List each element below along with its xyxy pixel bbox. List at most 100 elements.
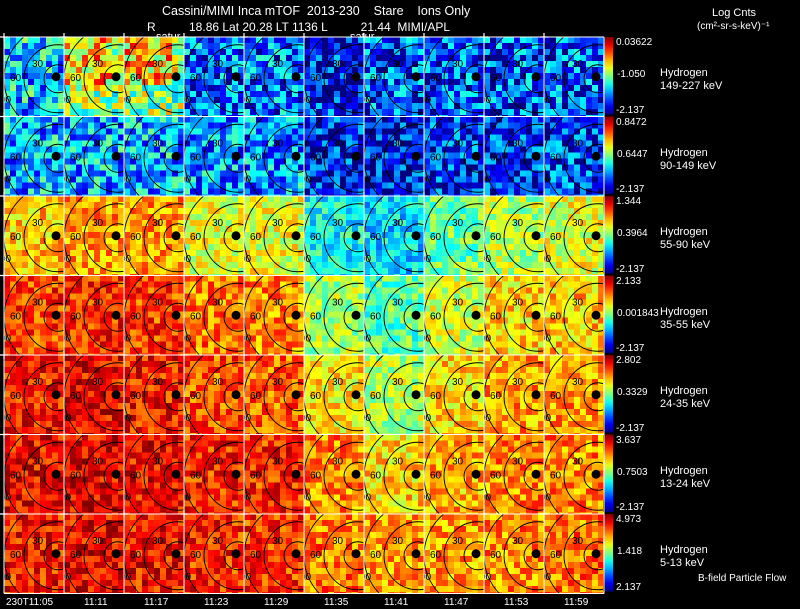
panel: 30 60 90 (240, 351, 304, 435)
contour-label: 30 (152, 297, 164, 308)
contour-label: 60 (130, 73, 142, 84)
contour-label: 90 (480, 174, 492, 185)
contour-label: 90 (480, 95, 492, 106)
contour-label: 90 (240, 254, 252, 265)
contour-label: 60 (190, 391, 202, 402)
colorbar-min: -2.137 (616, 184, 645, 195)
contour-label: 60 (190, 152, 202, 163)
panel: 30 60 90 (120, 112, 184, 196)
contour-label: 60 (430, 550, 442, 561)
panel: 30 60 90 (240, 33, 304, 117)
contour-label: 90 (120, 333, 132, 344)
contour-label: 30 (332, 456, 344, 467)
panel: 30 60 90 (300, 192, 364, 276)
panel: 30 60 90 (420, 271, 484, 355)
contour-label: 30 (332, 377, 344, 388)
contour-label: 60 (550, 550, 562, 561)
contour-label: 30 (332, 138, 344, 149)
panel: 30 60 90 (480, 351, 544, 435)
panel: 30 60 90 (480, 192, 544, 276)
contour-label: 60 (490, 232, 502, 243)
panel: 30 60 90 (480, 112, 544, 196)
contour-label: 60 (130, 311, 142, 322)
row-species: Hydrogen (660, 305, 708, 318)
contour-label: 90 (240, 174, 252, 185)
row-species: Hydrogen (660, 146, 708, 159)
contour-label: 90 (420, 572, 432, 583)
contour-label: 60 (190, 470, 202, 481)
contour-label: 90 (240, 333, 252, 344)
contour-label: 30 (572, 377, 584, 388)
panel: 30 60 90 (360, 271, 424, 355)
contour-label: 90 (540, 572, 552, 583)
contour-label: 60 (10, 470, 22, 481)
colorbar-min: -2.137 (616, 422, 645, 434)
contour-label: 90 (120, 492, 132, 503)
colorbar (603, 355, 613, 433)
contour-label: 30 (512, 377, 524, 388)
panel: 30 60 90 (0, 510, 64, 594)
contour-label: 30 (512, 59, 524, 70)
contour-label: 30 (572, 218, 584, 229)
panel: 30 60 90 (360, 510, 424, 594)
contour-label: 30 (272, 218, 284, 229)
row-species: Hydrogen (660, 385, 708, 397)
contour-label: 30 (392, 138, 404, 149)
contour-label: 90 (360, 333, 372, 344)
contour-label: 60 (370, 311, 382, 322)
panel: 30 60 90 (240, 430, 304, 514)
panel: 30 60 90 (60, 112, 124, 196)
contour-label: 30 (212, 456, 224, 467)
row-energy: 24-35 keV (660, 398, 711, 410)
panel: 30 60 90 (420, 510, 484, 594)
contour-label: 90 (300, 174, 312, 185)
contour-label: 30 (272, 377, 284, 388)
contour-label: 30 (152, 536, 164, 547)
panel: 30 60 90 (540, 33, 604, 117)
panel: 30 60 90 (360, 351, 424, 435)
contour-label: 90 (480, 492, 492, 503)
contour-label: 30 (392, 297, 404, 308)
panel: 30 60 90 (360, 33, 424, 117)
contour-label: 60 (190, 311, 202, 322)
colorbar-mid: 0.001843 (617, 307, 659, 319)
panel: 30 60 90 (180, 271, 244, 355)
contour-label: 30 (32, 536, 44, 547)
panel: 30 60 90 (0, 430, 64, 514)
contour-label: 60 (250, 470, 262, 481)
contour-label: 90 (420, 413, 432, 424)
contour-label: 30 (92, 297, 104, 308)
units-subtitle: (cm²-sr-s-keV)⁻¹ (697, 21, 770, 32)
contour-label: 60 (370, 550, 382, 561)
panel: 30 60 90 (300, 112, 364, 196)
contour-label: 30 (32, 456, 44, 467)
contour-label: 30 (452, 536, 464, 547)
contour-label: 30 (572, 456, 584, 467)
contour-label: 90 (420, 95, 432, 106)
panel: 30 60 90 (240, 510, 304, 594)
contour-label: 90 (240, 572, 252, 583)
panel: 30 60 90 (540, 430, 604, 514)
colorbar-max: 3.637 (616, 434, 642, 446)
contour-label: 90 (540, 333, 552, 344)
time-label: 11:53 (504, 597, 529, 608)
contour-label: 30 (512, 138, 524, 149)
contour-label: 60 (550, 152, 562, 163)
contour-label: 30 (332, 297, 344, 308)
row-species: Hydrogen (660, 226, 708, 238)
colorbar-max: 2.133 (616, 275, 642, 287)
contour-label: 90 (540, 95, 552, 106)
panel: 30 60 90 (180, 192, 244, 276)
contour-label: 60 (190, 550, 202, 561)
contour-label: 30 (272, 138, 284, 149)
panel: 30 60 90 (540, 192, 604, 276)
contour-label: 30 (152, 456, 164, 467)
footer-note: B-field Particle Flow (698, 573, 787, 584)
contour-label: 90 (120, 572, 132, 583)
contour-label: 90 (0, 95, 12, 106)
contour-label: 30 (152, 138, 164, 149)
contour-label: 30 (152, 218, 164, 229)
panel: 30 60 90 (300, 351, 364, 435)
contour-label: 60 (70, 152, 82, 163)
contour-label: 60 (490, 311, 502, 322)
